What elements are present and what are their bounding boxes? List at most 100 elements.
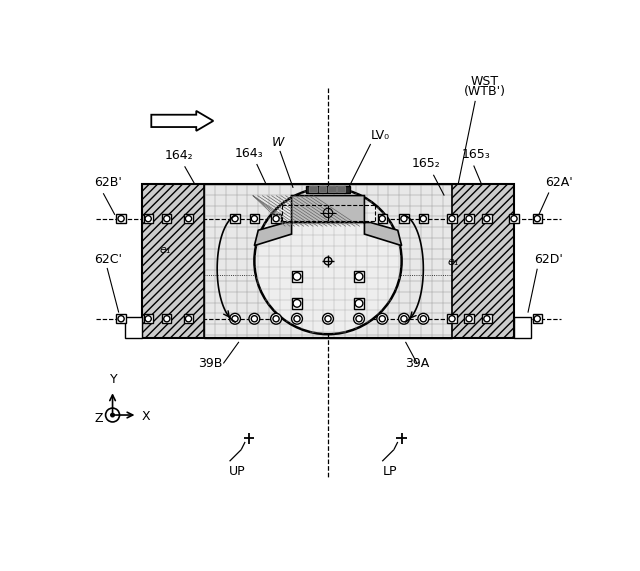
Polygon shape [254, 196, 402, 246]
Bar [353, 271, 364, 282]
Circle shape [232, 316, 238, 322]
Text: (WTB'): (WTB') [463, 85, 506, 98]
Bar [307, 186, 349, 193]
Bar [250, 214, 259, 223]
Bar [482, 314, 492, 323]
Bar [465, 214, 474, 223]
Text: 164₃: 164₃ [235, 147, 263, 160]
Bar [337, 186, 345, 192]
FancyArrow shape [151, 111, 213, 131]
Bar [465, 314, 474, 323]
Circle shape [106, 408, 120, 422]
Circle shape [449, 316, 455, 322]
Circle shape [252, 316, 257, 322]
Bar [328, 186, 336, 192]
Circle shape [252, 216, 257, 222]
Circle shape [466, 316, 472, 322]
Circle shape [271, 313, 282, 324]
Text: 39A: 39A [405, 357, 429, 370]
Text: WST: WST [470, 75, 499, 89]
Bar [125, 317, 142, 338]
Bar [162, 214, 172, 223]
Circle shape [249, 313, 260, 324]
Bar [184, 214, 193, 223]
Bar [143, 214, 153, 223]
Bar [319, 186, 326, 192]
Bar [162, 314, 172, 323]
Text: W: W [271, 135, 284, 148]
Circle shape [164, 316, 170, 322]
Text: e₁: e₁ [160, 246, 172, 255]
Text: 62D': 62D' [534, 252, 563, 266]
Text: LV₀: LV₀ [371, 130, 390, 142]
Circle shape [273, 216, 279, 222]
Bar [116, 214, 125, 223]
Circle shape [356, 316, 362, 322]
Circle shape [254, 188, 402, 334]
Text: LP: LP [383, 465, 397, 478]
Bar [142, 184, 204, 338]
Bar [230, 214, 239, 223]
Circle shape [379, 216, 385, 222]
Text: 39B: 39B [198, 357, 222, 370]
Text: Z: Z [95, 412, 103, 425]
Circle shape [232, 216, 238, 222]
Bar [292, 271, 303, 282]
Circle shape [230, 313, 241, 324]
Circle shape [511, 216, 517, 222]
Bar [353, 298, 364, 309]
Bar [143, 314, 153, 323]
Circle shape [466, 216, 472, 222]
Text: 62C': 62C' [94, 252, 122, 266]
Bar [271, 214, 281, 223]
Circle shape [449, 216, 455, 222]
Bar [447, 314, 457, 323]
Circle shape [164, 216, 170, 222]
Bar [142, 184, 514, 338]
Text: e₁: e₁ [447, 257, 459, 267]
Circle shape [534, 316, 540, 322]
Circle shape [292, 313, 303, 324]
Text: 164₂: 164₂ [165, 150, 193, 162]
Bar [419, 214, 428, 223]
Circle shape [355, 272, 363, 280]
Circle shape [399, 313, 410, 324]
Circle shape [353, 313, 364, 324]
Bar [514, 317, 531, 338]
Circle shape [420, 316, 426, 322]
Bar [309, 186, 317, 192]
Text: 62A': 62A' [545, 175, 573, 188]
Circle shape [273, 316, 279, 322]
Circle shape [484, 316, 490, 322]
Bar [482, 214, 492, 223]
Bar [532, 214, 542, 223]
Bar [116, 314, 125, 323]
Circle shape [379, 316, 385, 322]
Circle shape [145, 216, 151, 222]
Circle shape [118, 316, 124, 322]
Text: 165₃: 165₃ [461, 148, 490, 161]
Circle shape [484, 216, 490, 222]
Circle shape [420, 216, 426, 222]
Circle shape [323, 313, 333, 324]
Text: X: X [142, 410, 150, 423]
Circle shape [401, 216, 407, 222]
Circle shape [401, 316, 407, 322]
Bar [532, 314, 542, 323]
Bar [509, 214, 518, 223]
Bar [378, 214, 387, 223]
Text: Y: Y [109, 373, 117, 386]
Circle shape [355, 300, 363, 307]
Bar [292, 298, 303, 309]
Circle shape [118, 216, 124, 222]
Circle shape [325, 316, 331, 322]
Circle shape [418, 313, 429, 324]
Circle shape [293, 300, 301, 307]
Circle shape [186, 316, 191, 322]
Bar [184, 314, 193, 323]
Bar [204, 184, 452, 338]
Circle shape [293, 272, 301, 280]
Text: 165₂: 165₂ [412, 157, 440, 170]
Bar [399, 214, 408, 223]
Text: 62B': 62B' [94, 176, 122, 190]
